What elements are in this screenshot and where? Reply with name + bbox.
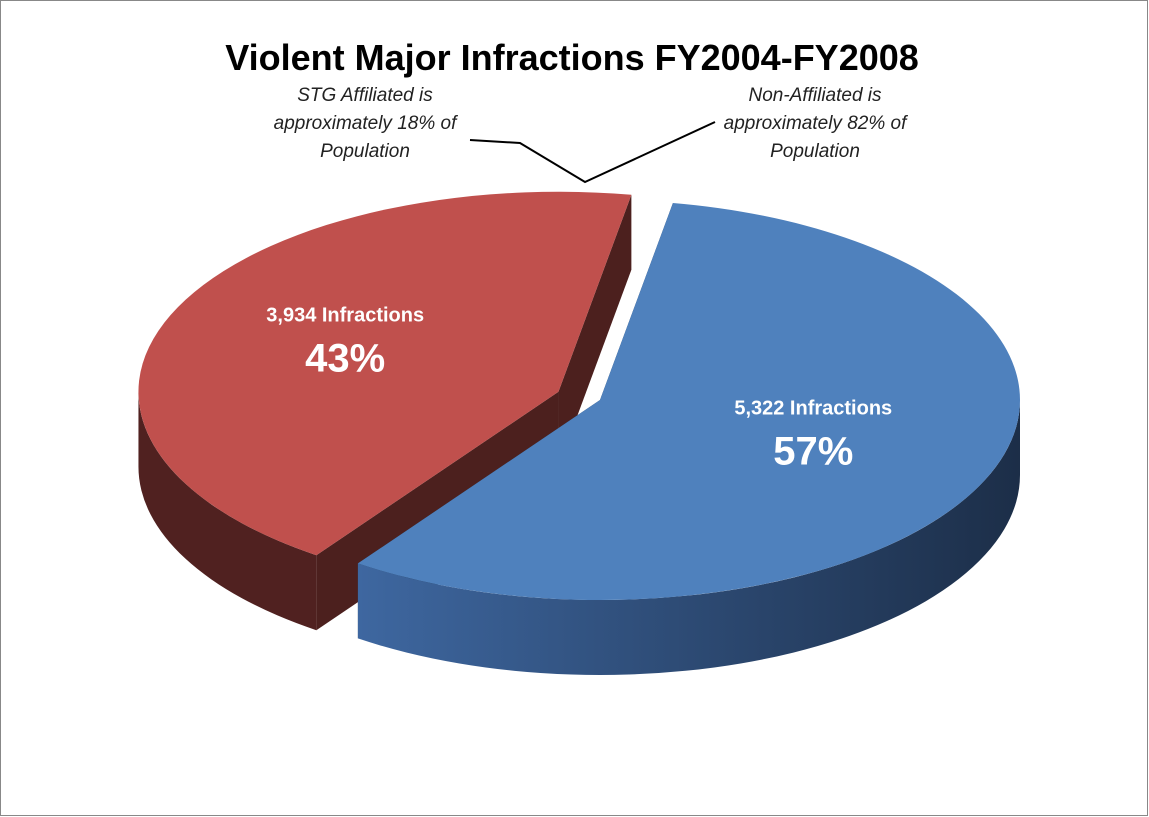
pie: 3,934 Infractions 43% 5,322 Infractions 57% [138, 191, 1021, 675]
annotation-box: Non-Affiliated is approximately 82% of P… [723, 85, 907, 162]
slice-side [138, 391, 317, 631]
callout-line [469, 121, 716, 184]
annotation: Non-Affiliated is approximately 82% of P… [723, 85, 907, 162]
slice-side [357, 400, 1020, 675]
pie-slice [357, 203, 1021, 600]
annotation-box: STG Affiliated is approximately 18% of P… [273, 85, 457, 162]
slice-label: 3,934 Infractions [266, 304, 424, 326]
pie-slice [138, 191, 632, 556]
slice-label: 5,322 Infractions [734, 397, 892, 419]
slice-side [558, 194, 632, 467]
value-label: 57% [773, 429, 853, 473]
value-label: 43% [305, 336, 385, 380]
annotation: STG Affiliated is approximately 18% of P… [273, 85, 457, 162]
chart-title: Violent Major Infractions FY2004-FY2008 [225, 37, 919, 78]
